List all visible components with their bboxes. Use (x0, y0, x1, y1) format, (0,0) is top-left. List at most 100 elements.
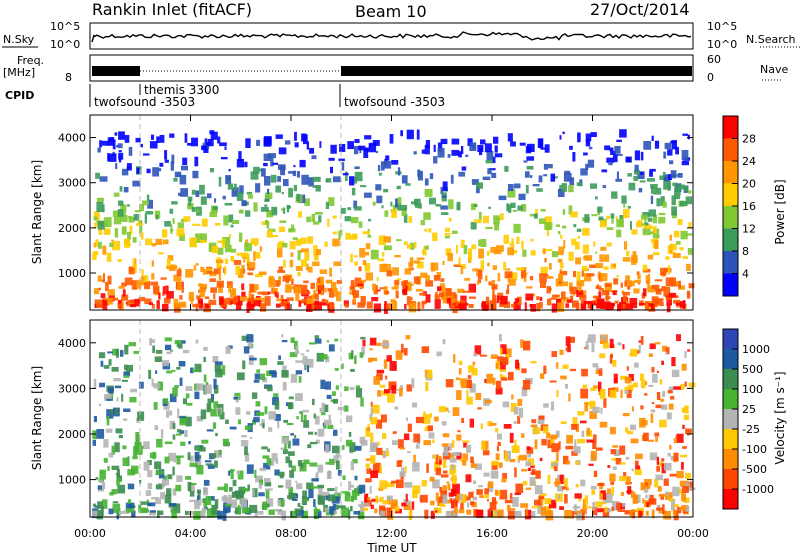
power-cell (248, 304, 256, 307)
velocity-cell (382, 500, 390, 505)
velocity-cell (372, 404, 380, 414)
velocity-cell (295, 480, 298, 483)
power-cell (606, 215, 610, 219)
velocity-cell (170, 349, 173, 352)
velocity-cell (553, 502, 556, 506)
velocity-cell (264, 478, 271, 487)
power-cell (593, 241, 596, 247)
power-cell (425, 140, 430, 148)
power-cell (291, 278, 294, 285)
velocity-cell (206, 429, 214, 432)
power-cell (156, 300, 160, 309)
power-cell (644, 222, 649, 226)
power-cell (379, 287, 387, 290)
power-cell (386, 303, 391, 310)
velocity-cell (599, 421, 608, 428)
power-cell (109, 137, 115, 142)
velocity-cell (391, 385, 397, 394)
power-cell (601, 290, 610, 296)
velocity-cell (172, 387, 178, 397)
velocity-cell (135, 432, 140, 442)
power-cell (423, 246, 427, 256)
velocity-cell (268, 460, 275, 466)
power-cell (602, 185, 606, 189)
velocity-cell (415, 444, 420, 449)
velocity-cell (620, 389, 623, 398)
velocity-cell (350, 506, 353, 512)
power-cell (396, 185, 401, 190)
power-cell (136, 279, 142, 289)
velocity-cell (322, 491, 330, 499)
velocity-cell (626, 389, 632, 399)
power-cell (276, 303, 281, 308)
velocity-cell (93, 378, 97, 388)
power-cell (537, 138, 544, 148)
power-cell (253, 202, 258, 212)
power-cell (436, 272, 442, 278)
velocity-cell (498, 334, 502, 342)
velocity-cell (374, 508, 378, 514)
power-cell (276, 298, 284, 302)
power-cell (589, 264, 596, 268)
velocity-cell (349, 484, 355, 488)
power-cell (141, 275, 146, 286)
power-cell (113, 192, 120, 197)
velocity-cell (182, 349, 190, 354)
power-cell (663, 151, 667, 159)
velocity-cell (612, 445, 619, 448)
power-cell (299, 237, 307, 244)
power-cell (517, 303, 521, 310)
power-cell (496, 295, 500, 304)
velocity-cell (685, 428, 692, 435)
power-cell (149, 141, 158, 149)
velocity-cell (189, 491, 195, 497)
velocity-cell (631, 509, 638, 512)
velocity-cell (454, 506, 458, 514)
power-cell (529, 275, 534, 281)
velocity-cell (550, 401, 555, 411)
noise-right-tick-top: 10^5 (707, 20, 737, 33)
power-cell (318, 276, 324, 285)
power-cell (314, 300, 320, 306)
power-cell (559, 280, 562, 285)
power-cell (316, 249, 321, 255)
power-cell (270, 174, 277, 183)
velocity-cell (379, 505, 386, 515)
velocity-cell (337, 505, 346, 509)
power-cell (600, 273, 608, 281)
velocity-cell (482, 450, 490, 456)
power-cell (195, 303, 198, 312)
velocity-cell (157, 381, 163, 391)
freq-band-2 (341, 66, 692, 76)
power-cell (582, 244, 589, 254)
velocity-cell (550, 434, 558, 440)
velocity-cell (575, 484, 579, 488)
power-cell (264, 199, 270, 202)
power-cell (188, 291, 195, 302)
velocity-cell (325, 381, 331, 390)
power-cell (678, 285, 685, 290)
power-cell (94, 303, 98, 308)
power-cell (503, 301, 511, 308)
power-cell (435, 204, 442, 207)
power-cell (415, 288, 424, 292)
velocity-cell (520, 339, 524, 348)
power-cell (124, 238, 130, 248)
velocity-cell (387, 393, 395, 403)
power-cell (633, 175, 639, 181)
velocity-cell (251, 392, 258, 399)
velocity-cell (622, 344, 625, 350)
power-cell (311, 155, 317, 160)
velocity-cell (194, 451, 200, 462)
velocity-cell (520, 503, 529, 508)
velocity-cell (317, 484, 324, 489)
velocity-cell (599, 491, 605, 500)
time-axis-label: Time UT (366, 541, 417, 554)
velocity-cell (465, 474, 472, 483)
power-cell (682, 256, 688, 259)
power-cell (140, 143, 143, 148)
power-cell (383, 188, 389, 193)
power-cell (112, 241, 121, 251)
velocity-cell (531, 468, 536, 475)
power-cell (99, 176, 108, 182)
